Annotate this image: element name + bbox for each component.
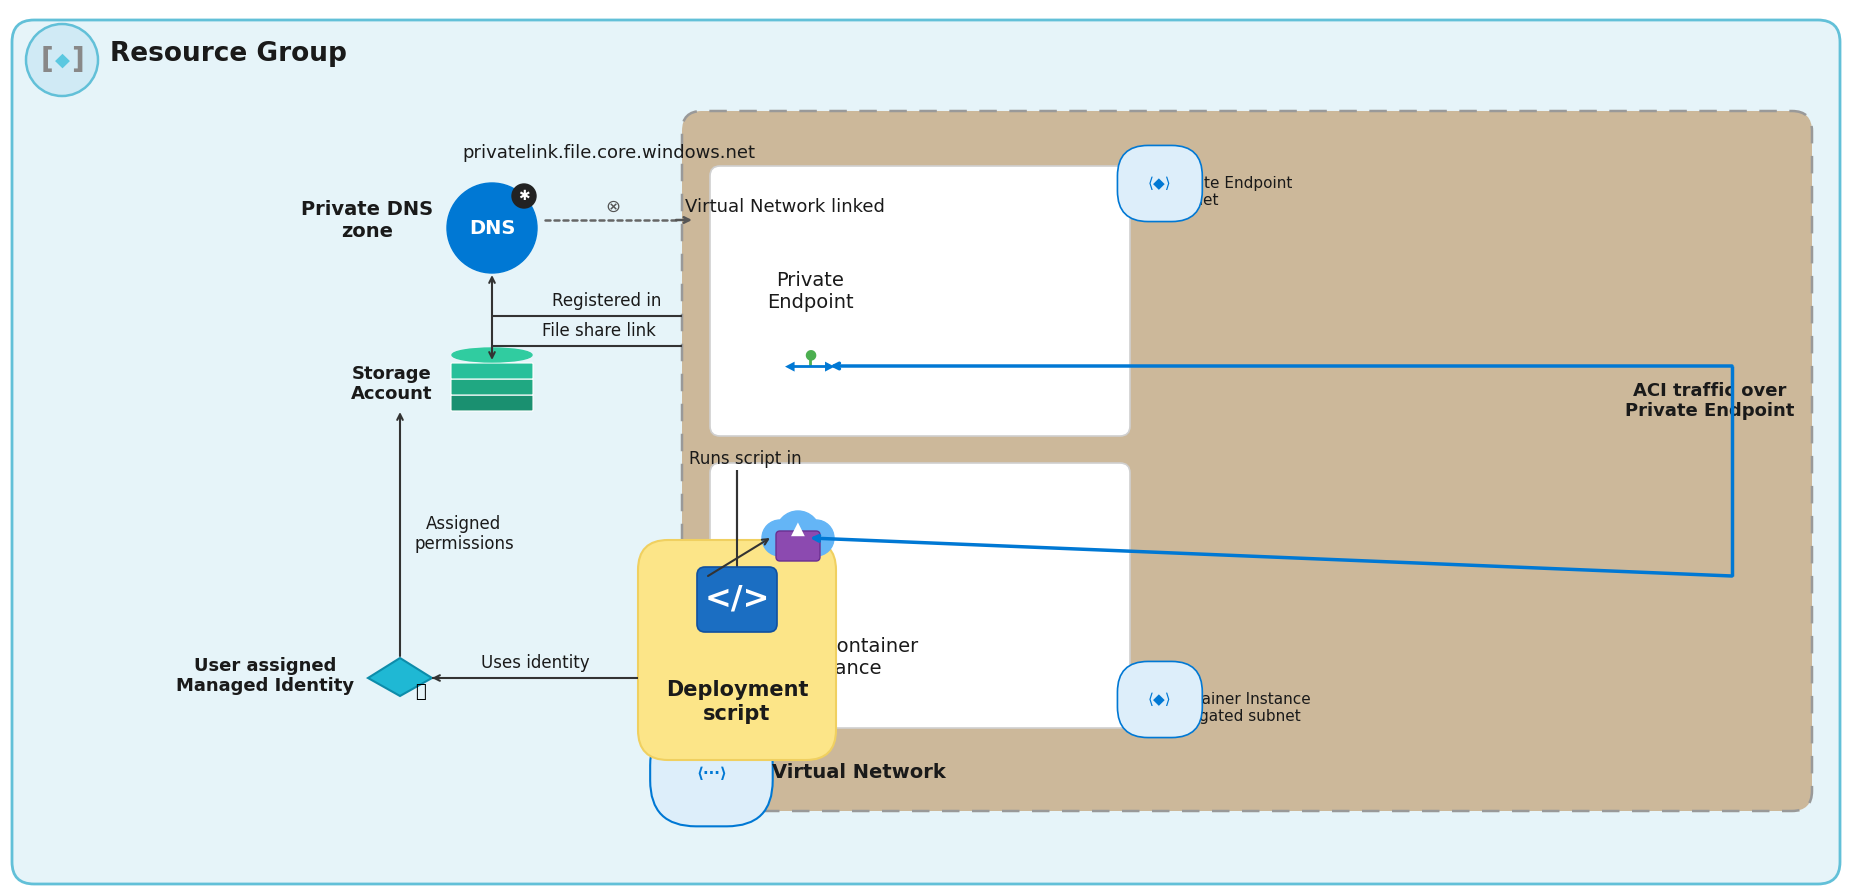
Text: privatelink.file.core.windows.net: privatelink.file.core.windows.net: [461, 144, 756, 162]
FancyBboxPatch shape: [637, 540, 835, 760]
Text: </>: </>: [704, 583, 770, 615]
Text: Virtual Network: Virtual Network: [772, 763, 946, 782]
Text: ]: ]: [70, 46, 83, 74]
FancyBboxPatch shape: [682, 111, 1811, 811]
Text: ●: ●: [804, 347, 817, 361]
Text: Resource Group: Resource Group: [109, 41, 346, 67]
Text: ⟨◆⟩: ⟨◆⟩: [1148, 176, 1172, 191]
Text: Virtual Network linked: Virtual Network linked: [685, 198, 885, 216]
FancyBboxPatch shape: [452, 395, 533, 411]
Text: Private DNS
zone: Private DNS zone: [300, 200, 433, 240]
Text: [: [: [41, 46, 54, 74]
FancyBboxPatch shape: [452, 363, 533, 379]
FancyBboxPatch shape: [11, 20, 1841, 884]
Text: Private Endpoint
subnet: Private Endpoint subnet: [1167, 176, 1293, 209]
Text: ⊗: ⊗: [606, 198, 620, 216]
Text: File share link: File share link: [543, 322, 656, 340]
Circle shape: [26, 24, 98, 96]
Text: Registered in: Registered in: [552, 292, 661, 310]
FancyBboxPatch shape: [709, 463, 1130, 728]
Text: Uses identity: Uses identity: [482, 654, 589, 672]
Text: ◀: ◀: [785, 359, 795, 373]
FancyBboxPatch shape: [452, 379, 533, 395]
Text: 🔑: 🔑: [415, 683, 426, 701]
Text: Assigned
permissions: Assigned permissions: [415, 514, 513, 554]
Text: Runs script in: Runs script in: [689, 450, 802, 468]
Text: User assigned
Managed Identity: User assigned Managed Identity: [176, 657, 354, 695]
Circle shape: [511, 184, 535, 208]
Text: Storage
Account: Storage Account: [350, 365, 432, 403]
Text: ⟨◆⟩: ⟨◆⟩: [1148, 692, 1172, 707]
Circle shape: [761, 520, 798, 556]
Ellipse shape: [452, 348, 532, 362]
Text: ◆: ◆: [54, 50, 70, 70]
FancyBboxPatch shape: [776, 531, 820, 561]
Text: Azure Container
Instance: Azure Container Instance: [761, 637, 919, 678]
Circle shape: [446, 183, 537, 273]
Text: ⟨···⟩: ⟨···⟩: [696, 765, 726, 780]
Text: ▶: ▶: [826, 359, 835, 373]
Text: ▲: ▲: [791, 520, 806, 538]
Text: ✱: ✱: [519, 189, 530, 203]
Text: Container Instance
delegated subnet: Container Instance delegated subnet: [1167, 692, 1311, 724]
Text: ACI traffic over
Private Endpoint: ACI traffic over Private Endpoint: [1624, 382, 1795, 420]
Polygon shape: [369, 658, 432, 696]
Text: Deployment
script: Deployment script: [665, 680, 807, 724]
FancyBboxPatch shape: [696, 567, 778, 632]
FancyBboxPatch shape: [709, 166, 1130, 436]
Text: Private
Endpoint: Private Endpoint: [767, 271, 854, 312]
Circle shape: [776, 511, 820, 555]
Text: DNS: DNS: [469, 219, 515, 237]
Circle shape: [798, 520, 833, 556]
